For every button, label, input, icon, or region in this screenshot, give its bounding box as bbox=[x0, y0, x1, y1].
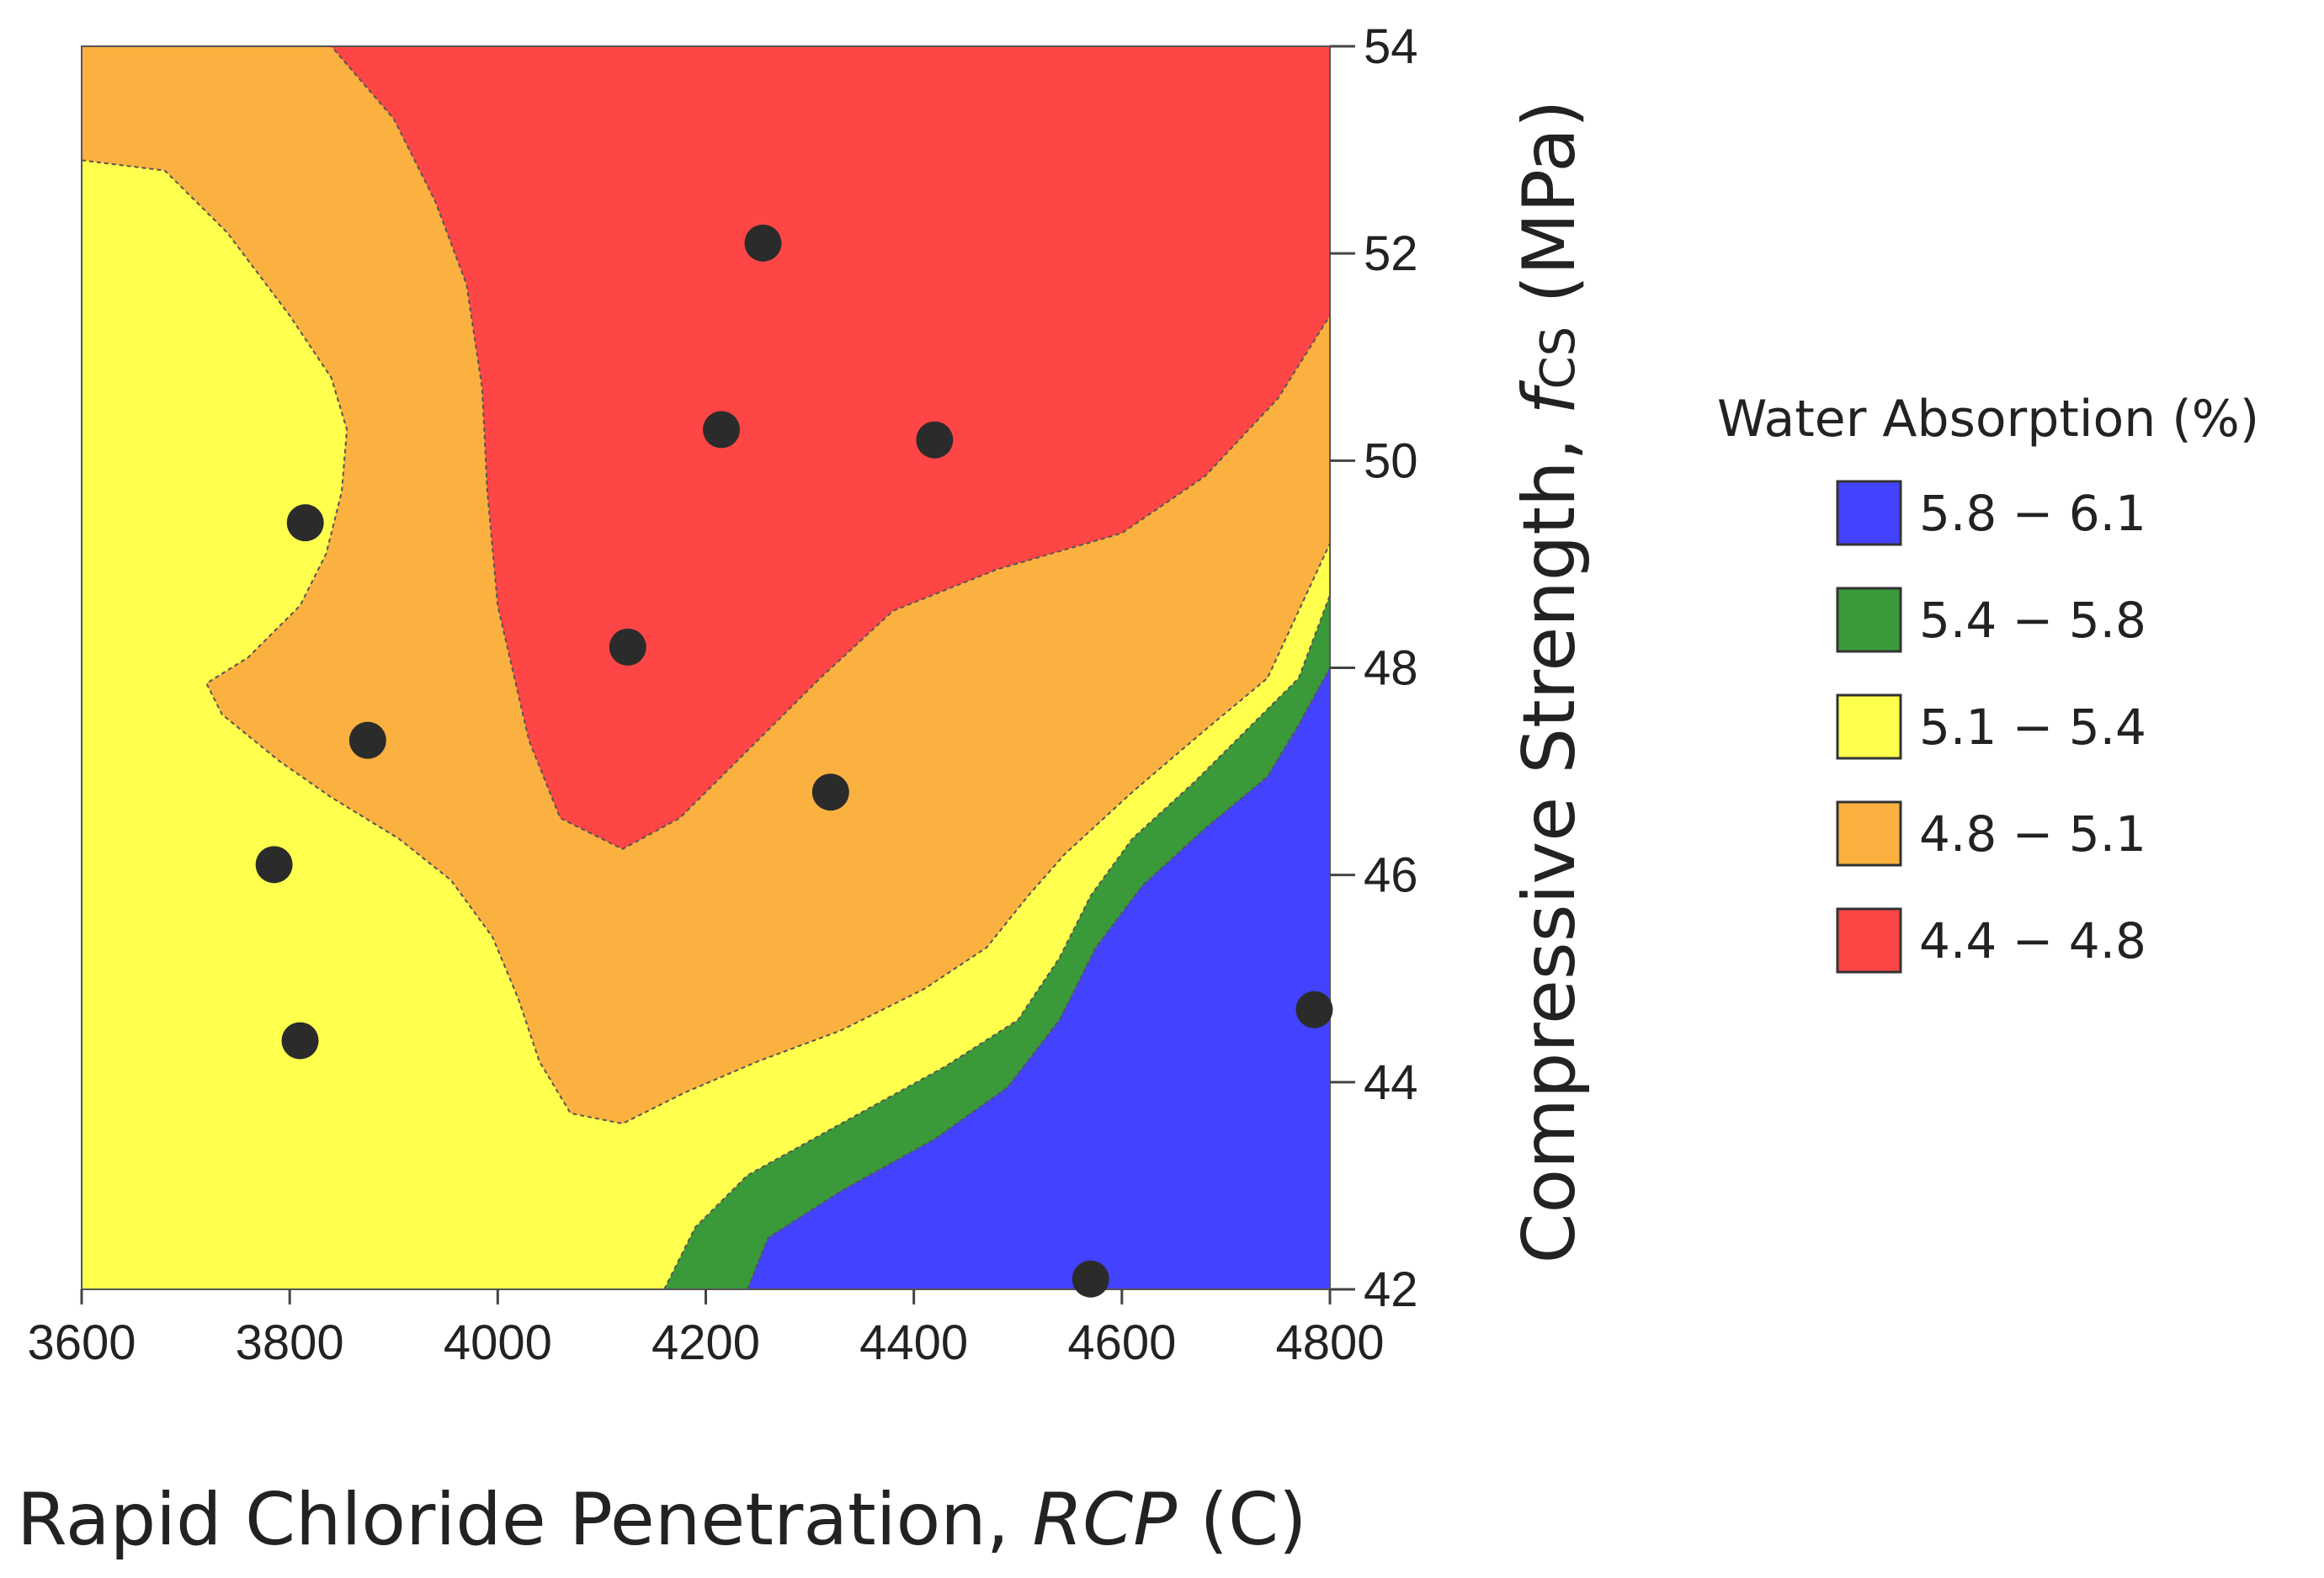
legend-label-5: 4.4 − 4.8 bbox=[1919, 912, 2146, 970]
legend: Water Absorption (%) 5.8 − 6.1 5.4 − 5.8 5… bbox=[1717, 390, 2259, 974]
contour-region-2 bbox=[82, 159, 1330, 1289]
legend-label-3: 5.1 − 5.4 bbox=[1919, 699, 2146, 756]
y-tick-label-5: 50 bbox=[1364, 433, 1418, 488]
y-tick-label-1: 42 bbox=[1364, 1262, 1418, 1317]
x-tick-label-1: 3600 bbox=[27, 1315, 136, 1370]
data-point-9 bbox=[281, 1022, 319, 1060]
x-axis: 3600 3800 4000 4200 4400 4600 4800 bbox=[27, 1289, 1385, 1370]
y-tick-label-2: 44 bbox=[1364, 1055, 1418, 1110]
data-point-1 bbox=[744, 224, 782, 262]
x-tick-label-7: 4800 bbox=[1275, 1315, 1384, 1370]
y-axis-title: Compressive Strength, fCS (MPa) bbox=[1508, 99, 1592, 1263]
legend-label-4: 4.8 − 5.1 bbox=[1919, 805, 2146, 863]
legend-title: Water Absorption (%) bbox=[1717, 390, 2259, 449]
legend-label-2: 5.4 − 5.8 bbox=[1919, 592, 2146, 649]
x-axis-title: Rapid Chloride Penetration, RCP (C) bbox=[17, 1478, 1307, 1562]
contour-regions bbox=[82, 46, 1330, 1289]
data-point-4 bbox=[286, 504, 324, 542]
data-points bbox=[255, 224, 1333, 1298]
contour-region-4 bbox=[746, 667, 1330, 1289]
data-point-8 bbox=[255, 846, 293, 884]
data-point-11 bbox=[1072, 1260, 1109, 1298]
data-point-5 bbox=[609, 628, 646, 666]
contour-region-5 bbox=[330, 46, 1330, 850]
data-point-6 bbox=[348, 721, 386, 759]
data-point-3 bbox=[916, 421, 954, 459]
x-tick-label-6: 4600 bbox=[1067, 1315, 1176, 1370]
x-tick-label-4: 4200 bbox=[651, 1315, 760, 1370]
x-tick-label-3: 4000 bbox=[444, 1315, 552, 1370]
legend-swatch-4 bbox=[1836, 800, 1902, 867]
legend-swatch-3 bbox=[1836, 693, 1902, 760]
legend-swatch-5 bbox=[1836, 907, 1902, 974]
y-tick-label-6: 52 bbox=[1364, 226, 1418, 281]
data-point-7 bbox=[811, 773, 849, 811]
data-point-2 bbox=[703, 411, 741, 449]
x-tick-label-5: 4400 bbox=[859, 1315, 968, 1370]
x-tick-label-2: 3800 bbox=[236, 1315, 344, 1370]
legend-label-1: 5.8 − 6.1 bbox=[1919, 485, 2146, 542]
legend-swatch-1 bbox=[1836, 480, 1902, 546]
y-axis: 42 44 46 48 50 52 54 bbox=[1330, 19, 1418, 1317]
y-tick-label-4: 48 bbox=[1364, 641, 1418, 696]
data-point-10 bbox=[1295, 991, 1333, 1028]
y-tick-label-3: 46 bbox=[1364, 848, 1418, 903]
y-tick-label-7: 54 bbox=[1364, 19, 1418, 74]
legend-swatch-2 bbox=[1836, 587, 1902, 653]
